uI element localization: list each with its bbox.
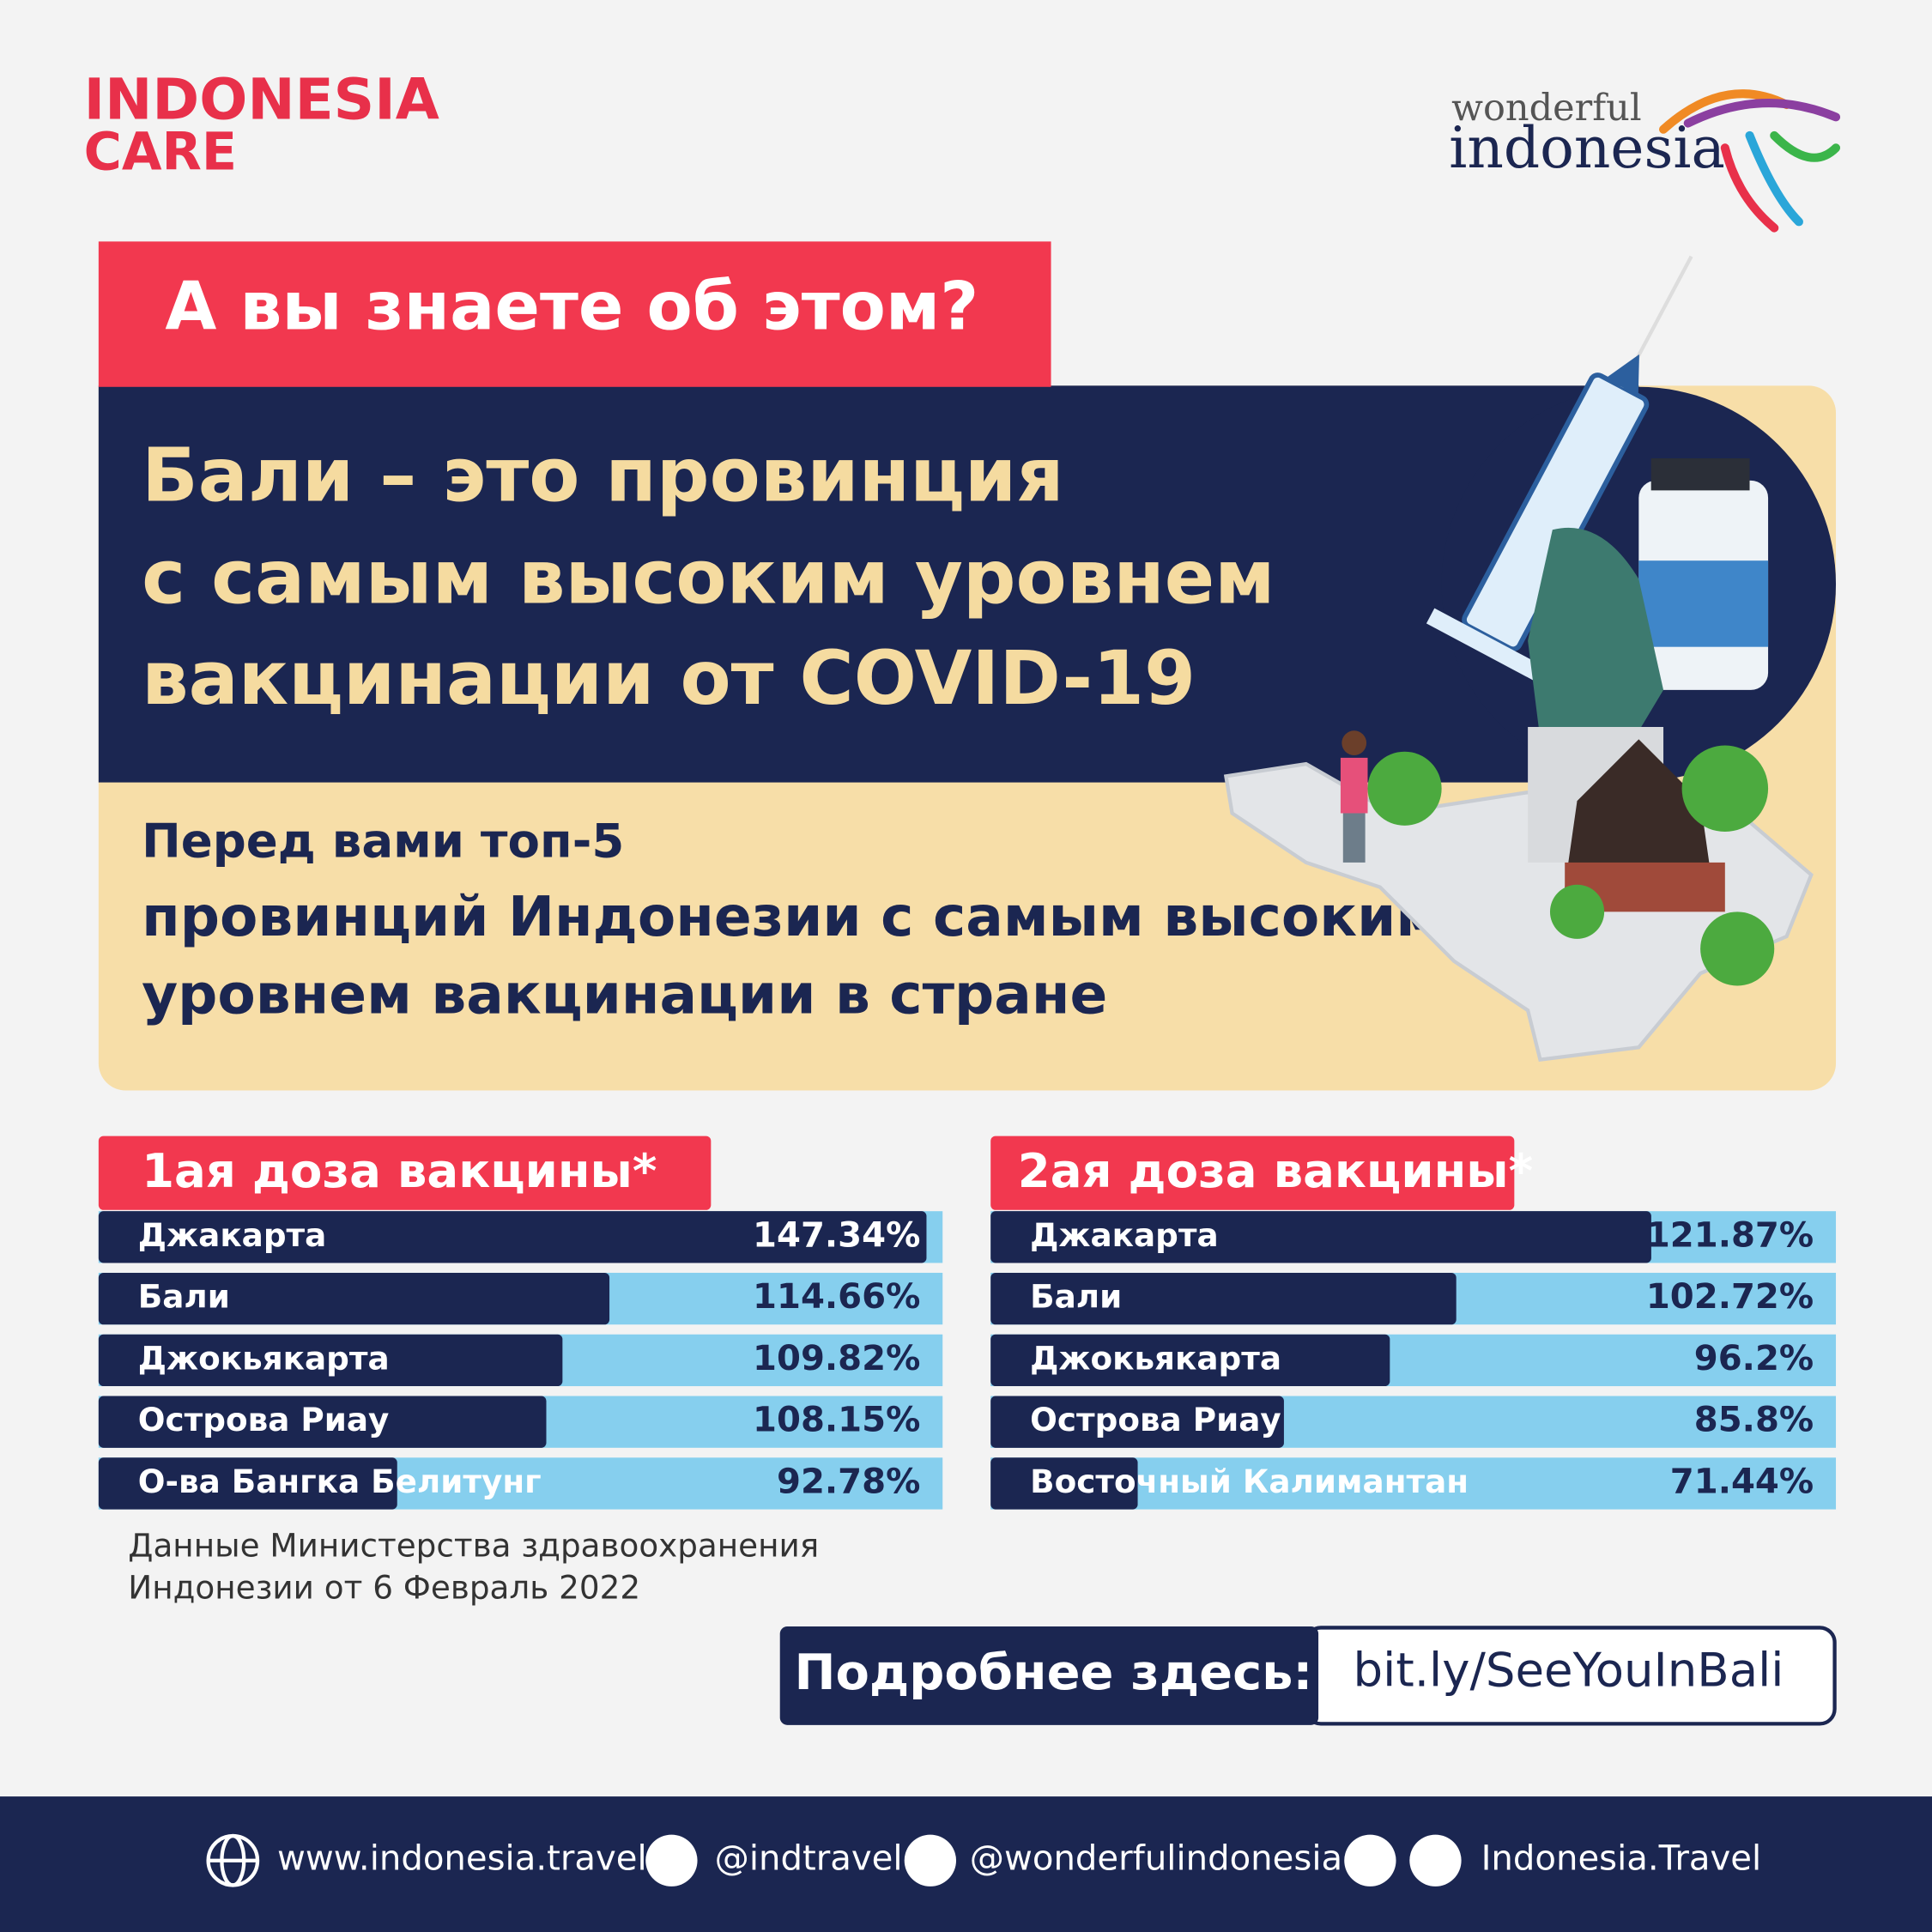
bar (990, 1457, 1138, 1510)
bar-category-label: Джакарта (138, 1216, 327, 1254)
badge-text: А вы знаете об этом? (165, 268, 978, 345)
logo-right-line2: indonesia (1449, 115, 1725, 181)
logo-left-line2: CARE (84, 122, 238, 182)
twitter-icon (645, 1834, 698, 1887)
logo-right-line1: wonderful (1451, 87, 1642, 130)
logo-left-line1: INDONESIA (84, 67, 439, 133)
cta-label-box (779, 1626, 1319, 1725)
bar (98, 1334, 563, 1387)
headline-line: вакцинации от COVID-19 (142, 636, 1196, 722)
bar-value-label: 85.8% (1694, 1401, 1814, 1440)
bar-value-label: 96.2% (1694, 1339, 1814, 1378)
source-line: Индонезии от 6 Февраль 2022 (128, 1568, 640, 1606)
bar-value-label: 121.87% (1646, 1215, 1814, 1255)
bar (98, 1211, 927, 1263)
headline-line: с самым высоким уровнем (142, 535, 1275, 621)
chart-title-box (990, 1136, 1515, 1210)
bar (990, 1396, 1284, 1448)
cta-link[interactable]: bit.ly/SeeYouInBali (1354, 1643, 1784, 1698)
facebook-icon (1344, 1834, 1396, 1887)
bar-category-label: О-ва Бангка Белитунг (138, 1463, 542, 1500)
subheadline-line: уровнем вакцинации в стране (142, 962, 1107, 1027)
footer-website[interactable]: www.indonesia.travel (277, 1839, 647, 1879)
bar-value-label: 102.72% (1646, 1277, 1814, 1317)
footer-facebook-youtube[interactable]: Indonesia.Travel (1481, 1839, 1762, 1879)
bar (98, 1396, 547, 1448)
bar-category-label: Острова Риау (1030, 1401, 1281, 1438)
bar (98, 1272, 610, 1325)
bar (98, 1457, 397, 1510)
bar (990, 1272, 1457, 1325)
bar-category-label: Бали (138, 1278, 230, 1316)
chart-title: 2ая доза вакцины* (1018, 1143, 1533, 1198)
instagram-icon (904, 1834, 957, 1887)
bar-category-label: Восточный Калимантан (1030, 1463, 1469, 1500)
source-line: Данные Министерства здравоохранения (128, 1527, 819, 1565)
globe-icon (206, 1833, 260, 1887)
bar-category-label: Джокьякарта (1030, 1339, 1281, 1377)
bar-category-label: Острова Риау (138, 1401, 390, 1438)
chart-title-box (98, 1136, 712, 1210)
bar-category-label: Бали (1030, 1278, 1122, 1316)
subheadline-line: Перед вами топ-5 (142, 814, 624, 869)
bar-value-label: 108.15% (753, 1401, 920, 1440)
footer-instagram[interactable]: @wonderfulindonesia (970, 1839, 1342, 1879)
footer (0, 1796, 1932, 1932)
illustration (1223, 255, 1814, 1062)
bar (990, 1211, 1651, 1263)
youtube-icon (1409, 1834, 1462, 1887)
bar-value-label: 71.44% (1670, 1462, 1814, 1501)
bar-value-label: 114.66% (753, 1277, 920, 1317)
chart-title: 1ая доза вакцины* (142, 1143, 657, 1198)
bar-value-label: 109.82% (753, 1339, 920, 1378)
cta-label: Подробнее здесь: (794, 1644, 1312, 1701)
footer-twitter[interactable]: @indtravel (715, 1839, 903, 1879)
subheadline-line: провинций Индонезии с самым высоким (142, 885, 1441, 949)
bar-value-label: 147.34% (753, 1215, 920, 1255)
bar (990, 1334, 1390, 1387)
headline-line: Бали – это провинция (142, 433, 1064, 518)
bar-category-label: Джакарта (1030, 1216, 1219, 1254)
bar-category-label: Джокьякарта (138, 1339, 390, 1377)
badge-box (98, 241, 1051, 387)
headline-panel (98, 385, 1639, 783)
logo-swirl (1659, 89, 1841, 233)
bar-value-label: 92.78% (777, 1462, 920, 1501)
